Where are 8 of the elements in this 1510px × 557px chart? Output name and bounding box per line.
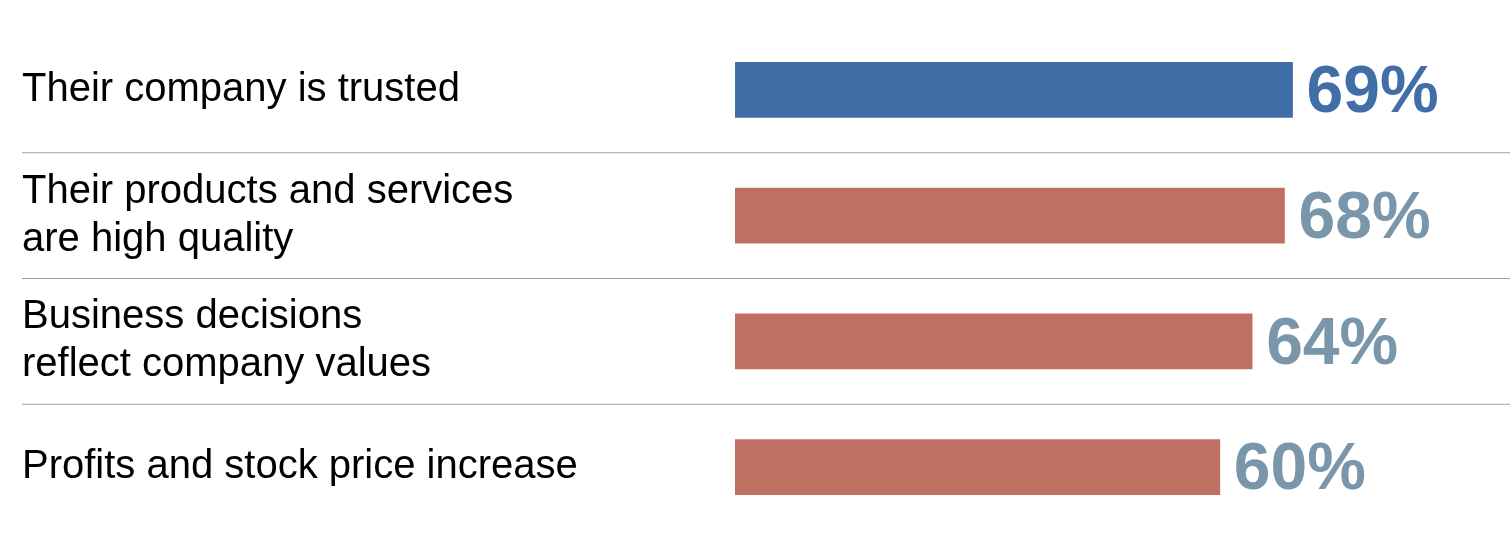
data-label: 69% [1306,52,1439,127]
y-tick-label: Business decisions reflect company values [22,292,432,385]
data-label: 60% [1233,429,1366,504]
data-label: 68% [1298,177,1431,252]
y-tick-label: Their products and services are high quality [22,166,514,259]
y-tick-label: Profits and stock price increase [22,442,578,487]
y-tick-label: Their company is trusted [22,64,460,109]
data-label: 64% [1266,303,1399,378]
